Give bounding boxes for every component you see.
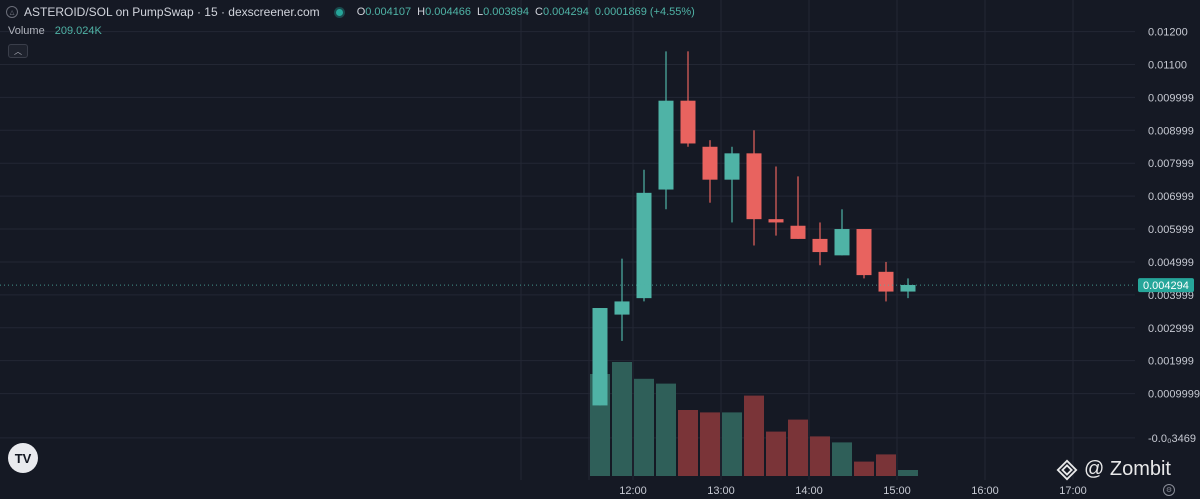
volume-bar: [634, 378, 654, 476]
time-tick-label: 17:00: [1059, 485, 1087, 497]
volume-bar: [788, 419, 808, 476]
ohlc-item: L0.003894: [477, 6, 529, 18]
candle-body: [856, 229, 872, 276]
price-tick-label: 0.01100: [1148, 59, 1187, 71]
gear-icon[interactable]: ⚙: [1163, 484, 1175, 496]
time-tick-label: 14:00: [795, 485, 823, 497]
price-tag-text: 0.004294: [1143, 280, 1189, 292]
chart-title: ASTEROID/SOL on PumpSwap · 15 · dexscree…: [24, 5, 320, 19]
tv-logo-text: TV: [14, 450, 32, 466]
candle-body: [658, 100, 674, 190]
ohlc-value: 0.004466: [425, 6, 471, 18]
price-tick-label: 0.001999: [1148, 356, 1194, 368]
watermark-text: @ Zombit: [1084, 458, 1171, 480]
time-axis[interactable]: 12:00 13:00 14:00 15:00 16:00 17:00: [619, 485, 1087, 497]
candle-body: [768, 219, 784, 223]
time-tick-label: 15:00: [883, 485, 911, 497]
ohlc-value: 0.004107: [365, 6, 412, 18]
ohlc-key: H: [417, 6, 426, 18]
volume-bar: [678, 410, 698, 476]
ohlc-key: C: [535, 6, 543, 18]
candles: [592, 51, 916, 406]
volume-bar: [700, 412, 720, 476]
candle-body: [812, 238, 828, 253]
volume-bar: [832, 442, 852, 476]
price-tick-label: 0.007999: [1148, 158, 1194, 170]
volume-bars: [590, 362, 918, 476]
price-axis[interactable]: 0.01200 0.01100 0.009999 0.008999 0.007999 0.…: [1148, 27, 1200, 445]
candle-body: [790, 225, 806, 239]
chevron-up-icon: ︿: [14, 46, 22, 56]
volume-bar: [722, 412, 742, 476]
collapse-legend-button[interactable]: ︿: [8, 44, 28, 58]
candle-body: [636, 192, 652, 299]
volume-bar: [898, 470, 918, 476]
price-tick-label: -0.0₀3469: [1148, 433, 1196, 445]
volume-legend: Volume 209.024K: [8, 25, 102, 37]
price-tag-bg: [1138, 278, 1194, 293]
volume-label: Volume: [8, 25, 45, 37]
grid-lines: [0, 0, 1135, 480]
ohlc-value: 0.003894: [483, 6, 529, 18]
price-tick-label: 0.008999: [1148, 125, 1194, 137]
candle-body: [702, 146, 718, 180]
chart-legend: △ ASTEROID/SOL on PumpSwap · 15 · dexscr…: [6, 5, 695, 19]
candle-body: [614, 301, 630, 315]
time-tick-label: 13:00: [707, 485, 735, 497]
price-tick-label: 0.002999: [1148, 323, 1194, 335]
time-tick-label: 16:00: [971, 485, 999, 497]
volume-value: 209.024K: [54, 25, 102, 37]
volume-bar: [744, 395, 764, 476]
volume-bar: [876, 454, 896, 476]
market-status-icon: [335, 8, 343, 16]
price-tick-label: 0.01200: [1148, 27, 1188, 39]
price-tick-label: 0.004999: [1148, 257, 1194, 269]
symbol-icon: △: [6, 6, 18, 18]
candle-body: [746, 153, 762, 220]
ohlc-value: 0.004294: [542, 6, 589, 18]
ohlc-values: O0.004107 H0.004466 L0.003894 C0.004294 0.00…: [357, 6, 695, 18]
diamond-logo-icon: [1056, 459, 1078, 480]
ohlc-item: O0.004107: [357, 6, 411, 18]
candle-body: [592, 308, 608, 406]
price-tick-label: 0.005999: [1148, 224, 1194, 236]
volume-bar: [766, 431, 786, 476]
candle-body: [724, 153, 740, 180]
ohlc-value: 0.0001869 (+4.55%): [594, 6, 695, 18]
price-tick-label: 0.006999: [1148, 191, 1194, 203]
watermark: @ Zombit: [1056, 458, 1171, 481]
volume-bar: [612, 362, 632, 476]
ohlc-item: H0.004466: [417, 6, 471, 18]
candle-body: [900, 284, 916, 292]
current-price-tag: 0.004294: [1138, 278, 1194, 293]
price-tick-label: 0.003999: [1148, 290, 1194, 302]
tradingview-logo[interactable]: TV: [8, 443, 38, 473]
volume-bar: [656, 383, 676, 476]
ohlc-item: C0.004294: [535, 6, 589, 18]
time-tick-label: 12:00: [619, 485, 647, 497]
volume-bar: [854, 461, 874, 476]
price-tick-label: 0.009999: [1148, 92, 1194, 104]
ohlc-key: O: [356, 6, 366, 18]
volume-bar: [810, 436, 830, 476]
candle-body: [834, 229, 850, 256]
ohlc-key: L: [476, 6, 484, 18]
price-tick-label: 0.0009999: [1148, 389, 1200, 401]
ohlc-item: 0.0001869 (+4.55%): [595, 6, 695, 18]
candle-body: [680, 100, 696, 144]
candle-body: [878, 271, 894, 292]
